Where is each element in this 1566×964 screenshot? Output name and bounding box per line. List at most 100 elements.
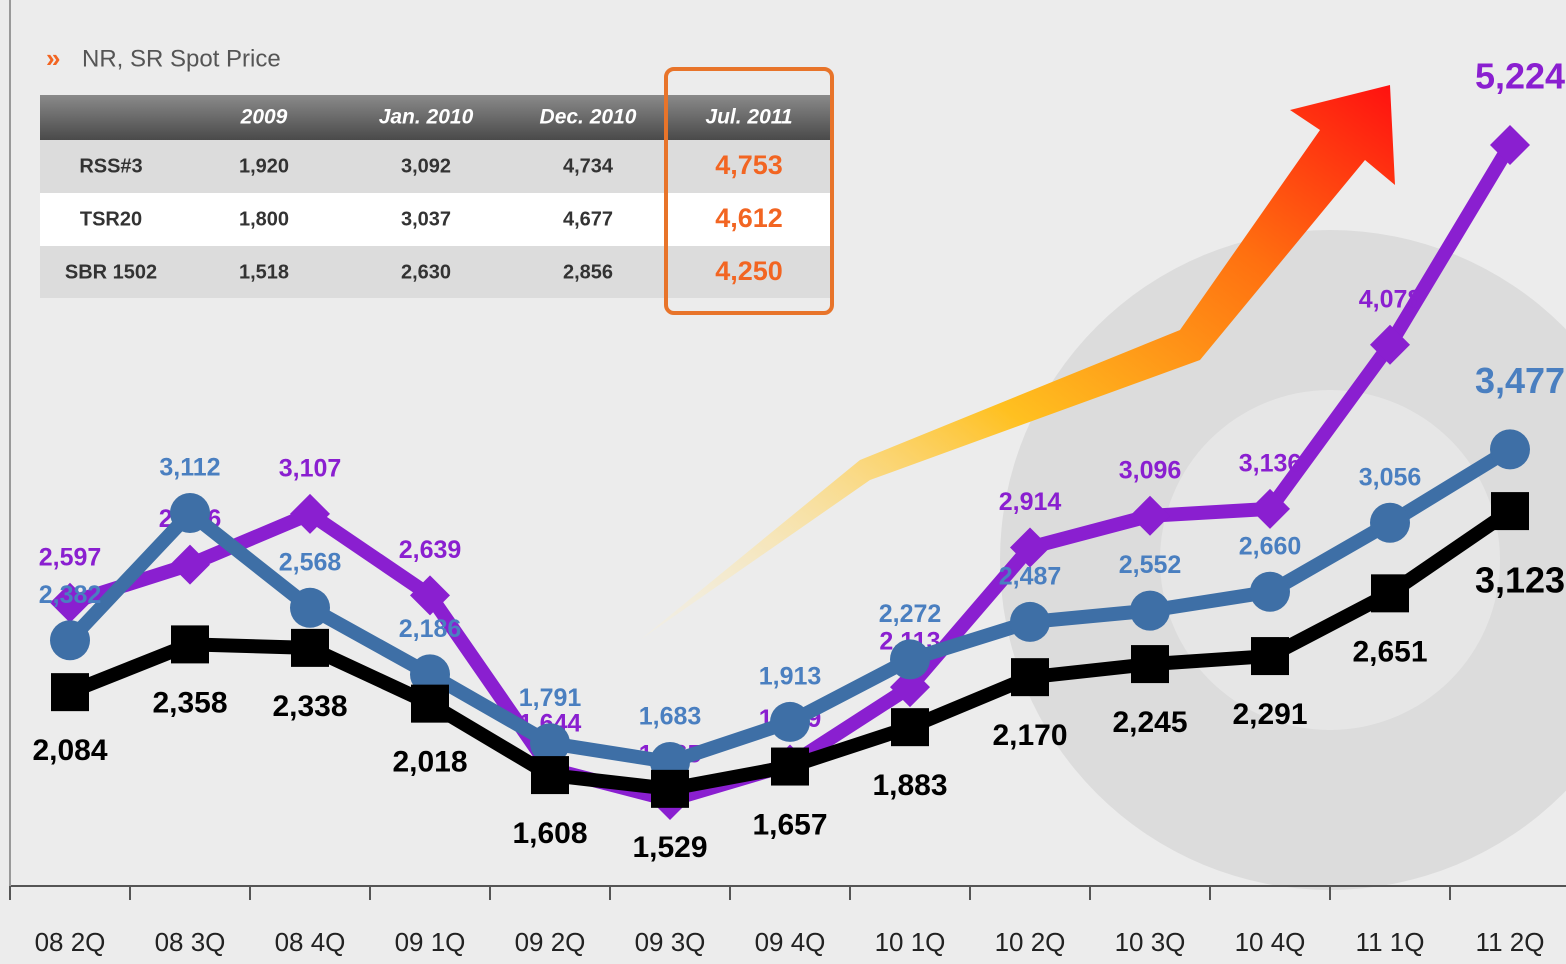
marker [410,575,450,616]
data-label: 2,358 [152,686,227,719]
marker [1010,601,1050,642]
x-tick-label: 09 2Q [515,927,586,957]
x-tick-label: 10 1Q [875,927,946,957]
marker [1011,658,1049,697]
data-label: 2,084 [32,734,107,767]
x-tick-label: 09 4Q [755,927,826,957]
data-label: 4,078 [1359,285,1422,313]
trend-arrow [640,85,1395,640]
x-tick-label: 08 4Q [275,927,346,957]
marker [530,723,570,764]
marker [170,544,210,585]
marker [1371,574,1409,613]
marker [770,701,810,742]
data-label: 1,657 [752,808,827,841]
data-label: 2,597 [39,543,102,571]
marker [891,708,929,747]
marker [290,493,330,534]
x-tick-label: 08 2Q [35,927,106,957]
table-column-header: 2009 [240,106,288,129]
marker [1491,492,1529,531]
data-label: 1,683 [639,703,702,731]
table-cell: 3,037 [401,208,451,230]
table-cell: 2,630 [401,261,451,283]
marker [1490,429,1530,470]
data-label: 5,224 [1475,56,1565,97]
data-label: 2,245 [1112,706,1187,739]
table-cell: 4,677 [563,208,613,230]
table-column-header: Jul. 2011 [705,106,792,129]
data-label: 1,529 [632,831,707,864]
data-label: 3,477 [1475,360,1565,401]
marker [1370,502,1410,543]
table-cell: 2,856 [563,261,613,283]
marker [1250,571,1290,612]
x-tick-label: 09 1Q [395,927,466,957]
data-label: 3,123 [1475,560,1565,601]
marker [50,620,90,661]
marker [170,493,210,534]
data-label: 3,107 [279,454,342,482]
x-tick-label: 10 2Q [995,927,1066,957]
highlight-box [664,67,834,315]
data-label: 2,272 [879,600,942,628]
table-cell: 4,734 [563,155,614,177]
marker [291,628,329,667]
marker [1370,324,1410,365]
table-cell: 1,518 [239,261,289,283]
data-label: 3,112 [159,454,220,482]
table-row-header: TSR20 [80,208,142,230]
data-label: 1,608 [512,817,587,850]
table-cell: 4,250 [715,256,783,286]
data-label: 2,914 [999,488,1062,516]
data-label: 2,170 [992,719,1067,752]
data-label: 2,382 [39,581,102,609]
data-label: 1,913 [759,663,822,691]
data-label: 2,338 [272,690,347,723]
table-cell: 4,612 [715,203,783,233]
x-tick-label: 08 3Q [155,927,226,957]
data-label: 3,136 [1239,449,1302,477]
x-tick-label: 09 3Q [635,927,706,957]
marker [651,769,689,808]
table-title: NR, SR Spot Price [82,45,281,72]
x-tick-label: 10 3Q [1115,927,1186,957]
data-label: 3,096 [1119,456,1182,484]
marker [1130,495,1170,536]
marker [410,654,450,695]
data-label: 1,883 [872,769,947,802]
data-label: 2,186 [399,615,462,643]
data-label: 1,791 [519,684,582,712]
data-label: 2,651 [1352,635,1427,668]
table-cell: 3,092 [401,155,451,177]
marker [1490,125,1530,165]
data-label: 2,660 [1239,532,1302,560]
data-label: 2,291 [1232,698,1307,731]
marker [1130,590,1170,631]
table-column-header: Jan. 2010 [379,106,474,129]
data-label: 2,639 [399,536,462,564]
marker [51,673,89,712]
marker [771,747,809,786]
table-cell: 1,800 [239,208,289,230]
marker [1250,488,1290,529]
marker [1251,637,1289,676]
marker [411,684,449,723]
data-label: 2,487 [999,563,1062,591]
marker [1010,527,1050,568]
table-row [40,140,830,193]
table-cell: 1,920 [239,155,289,177]
data-label: 2,552 [1119,551,1182,579]
data-label: 2,018 [392,746,467,779]
data-label: 3,056 [1359,463,1422,491]
table-cell: 4,753 [715,150,783,180]
marker [50,582,90,623]
x-tick-label: 11 2Q [1476,927,1545,957]
table-row [40,193,830,246]
table-row [40,246,830,298]
table-header [40,95,830,140]
x-tick-label: 11 1Q [1356,927,1425,957]
title-icon: » [46,43,60,73]
marker [890,667,930,708]
